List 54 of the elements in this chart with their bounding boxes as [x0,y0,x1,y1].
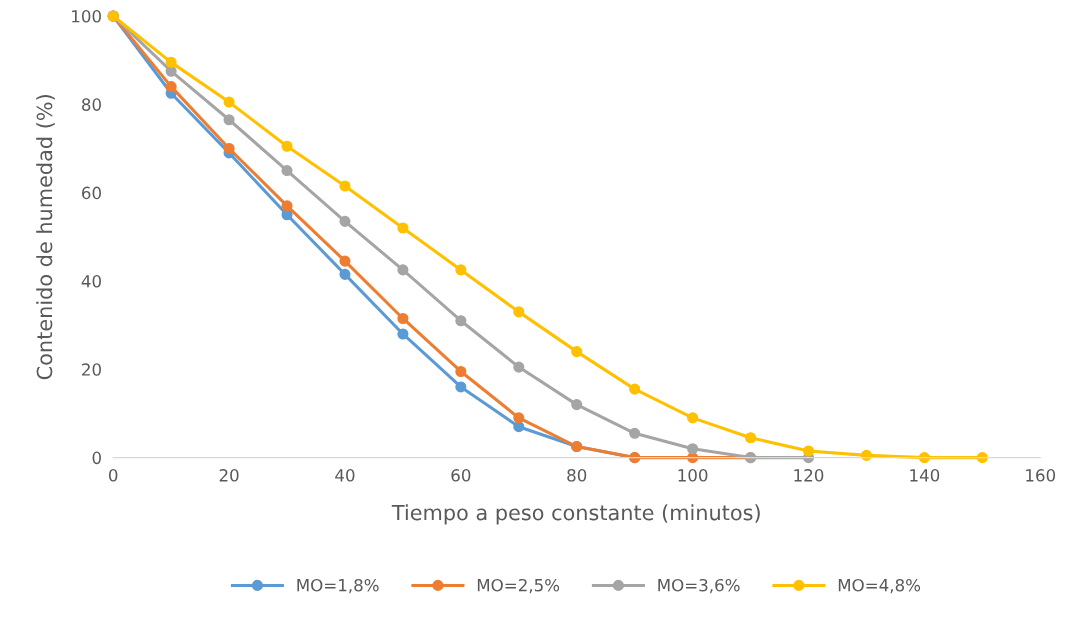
point [223,142,235,155]
point [513,361,525,373]
legend-label: MO=2,5% [477,578,560,594]
point [397,222,409,234]
y-tick-label: 40 [81,274,101,288]
y-tick-label: 0 [92,451,101,465]
point [455,365,467,378]
point [397,312,409,325]
y-tick-label: 20 [82,363,101,376]
point [687,412,699,424]
point [455,381,467,393]
point [687,443,699,455]
y-tick-label: 80 [82,98,101,111]
x-axis-title: Tiempo a peso constante (minutos) [391,504,760,525]
point [165,81,177,93]
point [802,445,815,457]
x-tick-label: 0 [108,469,118,482]
point [339,180,351,192]
point [165,56,177,68]
point [339,215,351,227]
point [223,114,235,126]
x-tick-label: 120 [794,469,824,482]
point [513,306,525,318]
y-tick-label: 100 [72,9,101,23]
point [339,255,351,267]
point [281,200,293,212]
point [571,399,583,411]
point [281,140,293,152]
x-tick-label: 140 [910,469,940,482]
legend-label: MO=4,8% [838,578,921,594]
point [455,264,467,276]
point [629,427,641,439]
x-tick-label: 20 [219,469,239,482]
point [918,452,930,464]
point [745,432,757,444]
point [571,346,583,358]
point [397,264,409,276]
x-tick-label: 100 [678,469,708,482]
point [629,383,641,395]
point [513,412,525,424]
x-tick-label: 160 [1026,469,1056,482]
legend-label: MO=1,8% [297,578,379,594]
legend-label: MO=3,6% [658,578,740,594]
x-tick-label: 60 [451,469,471,482]
point [860,449,872,461]
y-tick-label: 60 [82,186,101,200]
x-tick-label: 40 [335,469,355,482]
point [339,268,351,280]
point [455,315,467,327]
x-tick-label: 80 [567,469,587,482]
point [281,165,293,177]
y-axis-title: Contenido de humedad (%) [36,95,55,380]
point [397,328,409,340]
point [223,96,235,108]
